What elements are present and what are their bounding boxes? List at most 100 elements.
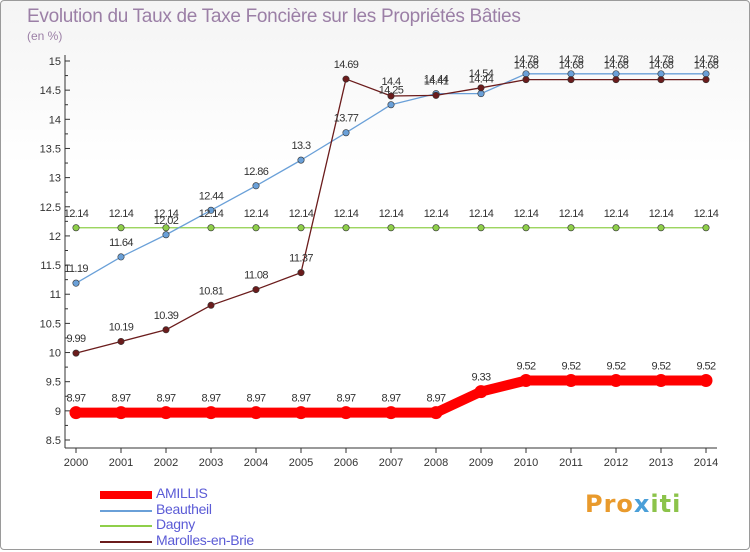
legend-label-marolles-en-brie: Marolles-en-Brie	[156, 531, 254, 548]
data-label-amillis: 9.52	[696, 361, 715, 373]
y-tick-label: 14.5	[40, 85, 61, 97]
data-label-beautheil: 14.78	[604, 54, 629, 66]
x-tick-label: 2004	[244, 457, 268, 469]
data-point-marolles-en-brie	[297, 269, 305, 277]
data-label-dagny: 12.14	[649, 208, 674, 220]
data-label-beautheil: 14.78	[559, 54, 584, 66]
data-point-amillis	[699, 374, 713, 388]
x-tick-label: 2001	[109, 457, 133, 469]
legend-label-dagny: Dagny	[156, 516, 195, 532]
data-label-dagny: 12.14	[199, 208, 224, 220]
x-tick-label: 2005	[289, 457, 313, 469]
data-point-beautheil	[477, 90, 485, 98]
y-tick-label: 12	[49, 231, 61, 243]
data-point-amillis	[204, 406, 218, 420]
data-label-amillis: 8.97	[156, 393, 175, 405]
data-label-amillis: 8.97	[291, 393, 310, 405]
chart-title: Evolution du Taux de Taxe Foncière sur l…	[27, 6, 521, 27]
data-point-dagny	[657, 224, 665, 232]
x-tick-label: 2008	[424, 457, 448, 469]
data-point-marolles-en-brie	[252, 286, 260, 294]
data-point-dagny	[612, 224, 620, 232]
x-tick-label: 2002	[154, 457, 178, 469]
legend-swatch-amillis	[100, 491, 152, 499]
data-point-dagny	[567, 224, 575, 232]
data-point-dagny	[342, 224, 350, 232]
data-label-marolles-en-brie: 11.37	[289, 253, 313, 265]
data-label-marolles-en-brie: 10.19	[109, 321, 134, 333]
data-point-amillis	[519, 374, 533, 388]
data-label-marolles-en-brie: 14.68	[514, 60, 539, 72]
data-label-beautheil: 13.3	[291, 140, 310, 152]
data-point-marolles-en-brie	[72, 349, 80, 357]
data-point-amillis	[294, 406, 308, 420]
data-label-amillis: 9.33	[471, 372, 490, 384]
data-point-beautheil	[72, 279, 80, 287]
data-point-marolles-en-brie	[342, 75, 350, 83]
data-point-amillis	[609, 374, 623, 388]
data-label-dagny: 12.14	[694, 208, 719, 220]
series-dagny	[72, 224, 710, 232]
logo-part-2: x	[633, 490, 651, 518]
legend-swatch-marolles-en-brie	[100, 540, 152, 543]
data-point-marolles-en-brie	[477, 84, 485, 92]
data-point-amillis	[114, 406, 128, 420]
data-point-amillis	[474, 385, 488, 399]
data-point-beautheil	[162, 231, 170, 239]
data-label-marolles-en-brie: 14.68	[559, 60, 584, 72]
data-point-amillis	[654, 374, 668, 388]
data-label-beautheil: 13.77	[334, 113, 359, 125]
data-point-amillis	[564, 374, 578, 388]
data-label-amillis: 9.52	[561, 361, 580, 373]
x-tick-label: 2003	[199, 457, 223, 469]
data-label-dagny: 12.14	[154, 208, 179, 220]
data-label-dagny: 12.14	[559, 208, 584, 220]
series-beautheil	[72, 70, 710, 287]
data-label-marolles-en-brie: 10.39	[154, 310, 179, 322]
data-point-amillis	[429, 406, 443, 420]
data-label-beautheil: 11.19	[64, 263, 88, 275]
data-label-dagny: 12.14	[604, 208, 629, 220]
data-point-beautheil	[297, 156, 305, 164]
data-label-marolles-en-brie: 9.99	[66, 333, 85, 345]
data-label-beautheil: 14.78	[694, 54, 719, 66]
data-point-beautheil	[207, 206, 215, 214]
data-label-amillis: 8.97	[201, 393, 220, 405]
data-point-marolles-en-brie	[117, 337, 125, 345]
data-label-amillis: 8.97	[246, 393, 265, 405]
data-label-dagny: 12.14	[244, 208, 269, 220]
data-label-dagny: 12.14	[289, 208, 314, 220]
data-point-dagny	[702, 224, 710, 232]
x-tick-label: 2010	[514, 457, 538, 469]
data-point-marolles-en-brie	[387, 92, 395, 100]
data-point-dagny	[117, 224, 125, 232]
y-tick-label: 13	[49, 173, 61, 185]
legend-swatch-dagny	[100, 525, 152, 527]
data-label-marolles-en-brie: 14.68	[604, 60, 629, 72]
data-point-dagny	[432, 224, 440, 232]
data-point-amillis	[249, 406, 263, 420]
data-label-beautheil: 14.44	[424, 74, 449, 86]
data-point-beautheil	[117, 253, 125, 261]
data-point-amillis	[384, 406, 398, 420]
data-point-dagny	[522, 224, 530, 232]
data-label-marolles-en-brie: 14.54	[469, 68, 494, 80]
data-label-marolles-en-brie: 14.68	[694, 60, 719, 72]
data-label-beautheil: 11.64	[109, 237, 133, 249]
x-tick-label: 2013	[649, 457, 673, 469]
y-tick-label: 11.5	[40, 260, 61, 272]
x-tick-label: 2012	[604, 457, 628, 469]
y-tick-label: 10.5	[40, 318, 61, 330]
x-tick-label: 2014	[694, 457, 718, 469]
data-point-dagny	[162, 224, 170, 232]
data-point-dagny	[477, 224, 485, 232]
y-axis-unit: (en %)	[27, 29, 63, 43]
y-tick-label: 9.5	[46, 377, 61, 389]
data-label-marolles-en-brie: 10.81	[199, 285, 224, 297]
data-label-dagny: 12.14	[514, 208, 539, 220]
y-tick-label: 15	[49, 56, 61, 68]
data-point-beautheil	[252, 182, 260, 190]
data-label-beautheil: 14.25	[379, 85, 404, 97]
data-label-amillis: 8.97	[426, 393, 445, 405]
